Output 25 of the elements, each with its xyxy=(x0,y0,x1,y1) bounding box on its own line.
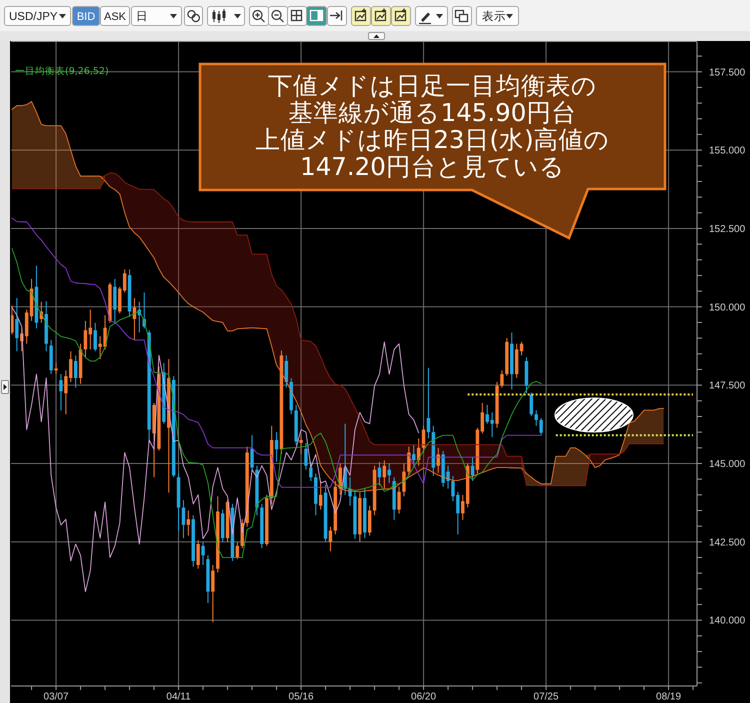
text: ASK xyxy=(104,11,127,23)
line-series xyxy=(12,306,420,592)
x-tick-label: 05/16 xyxy=(288,692,314,702)
y-tick-label: 152.500 xyxy=(709,224,746,235)
x-tick-label: 08/19 xyxy=(656,692,682,702)
chart-title: USD/JPY xyxy=(9,11,58,23)
annotation: 下値メドは日足一目均衡表の基準線が通る145.90円台上値メドは昨日23日(水)高値の147.20円台と見ている xyxy=(255,71,610,181)
candlestick xyxy=(54,362,58,374)
y-tick-label: 155.000 xyxy=(709,146,746,157)
y-tick-label: 145.000 xyxy=(709,459,746,470)
y-tick-label: 150.000 xyxy=(709,302,746,314)
text: BID xyxy=(76,11,96,23)
annotation: 一目均衡表(9,26,52) xyxy=(15,65,109,77)
text: 表示 xyxy=(482,9,506,23)
y-tick-label: 142.500 xyxy=(709,537,746,548)
y-tick-label: 157.500 xyxy=(709,67,746,78)
y-tick-label: 147.500 xyxy=(709,380,746,392)
y-tick-label: 140.000 xyxy=(709,616,746,627)
x-tick-label: 03/07 xyxy=(44,692,69,702)
x-tick-label: 04/11 xyxy=(166,692,192,702)
text: 日 xyxy=(136,9,148,23)
line-series xyxy=(12,218,542,488)
line-series xyxy=(12,248,542,558)
x-tick-label: 07/25 xyxy=(534,692,559,702)
x-tick-label: 06/20 xyxy=(411,692,436,702)
